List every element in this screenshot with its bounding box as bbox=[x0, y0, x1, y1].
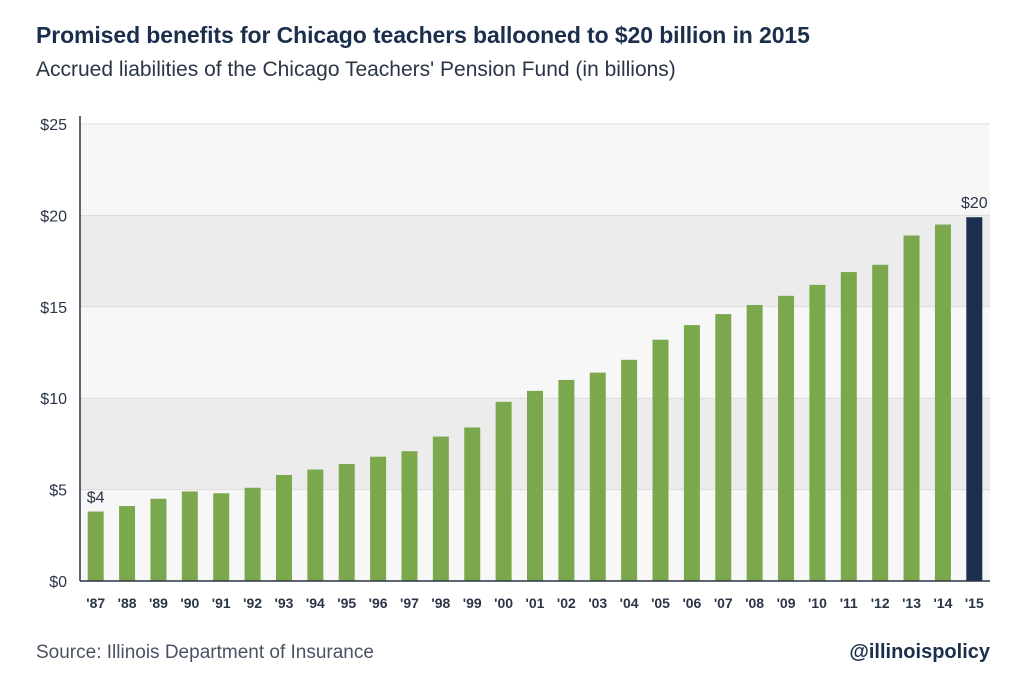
axes bbox=[79, 116, 990, 582]
bar bbox=[307, 469, 324, 581]
x-tick-labels: '87 '88 '89 '90 '91 '92 '93 '94 '95 '96 '97 '98 '99 '… bbox=[86, 595, 984, 611]
x-tick-label: '88 bbox=[118, 595, 137, 611]
x-tick-label: '13 bbox=[902, 595, 921, 611]
y-tick-labels: $0 $5 $10 $15 $20 $25 bbox=[40, 117, 67, 591]
y-tick-label: $25 bbox=[40, 117, 67, 134]
x-tick-label: '98 bbox=[431, 595, 450, 611]
bar bbox=[809, 284, 826, 581]
bar bbox=[432, 436, 449, 581]
x-tick-label: '12 bbox=[871, 595, 890, 611]
bar bbox=[715, 314, 732, 581]
bar bbox=[683, 325, 700, 581]
x-tick-label: '87 bbox=[86, 595, 105, 611]
bar bbox=[527, 390, 543, 581]
bar bbox=[213, 493, 230, 581]
chart-subtitle: Accrued liabilities of the Chicago Teach… bbox=[36, 58, 676, 81]
x-tick-label: '15 bbox=[965, 595, 984, 611]
data-labels: $4 $20 bbox=[87, 195, 988, 506]
x-tick-label: '01 bbox=[526, 595, 545, 611]
bar bbox=[966, 217, 983, 581]
data-label: $4 bbox=[87, 490, 105, 507]
background-band bbox=[80, 124, 990, 216]
background-bands bbox=[80, 124, 990, 581]
y-tick-label: $15 bbox=[40, 300, 67, 317]
x-tick-label: '95 bbox=[337, 595, 356, 611]
bar bbox=[401, 451, 418, 581]
y-tick-label: $5 bbox=[49, 483, 67, 500]
bar bbox=[934, 224, 951, 582]
social-handle: @illinoispolicy bbox=[849, 641, 990, 663]
x-tick-label: '06 bbox=[682, 595, 701, 611]
bar bbox=[464, 427, 481, 581]
x-tick-label: '99 bbox=[463, 595, 482, 611]
x-tick-label: '05 bbox=[651, 595, 670, 611]
bar bbox=[244, 487, 261, 581]
x-tick-label: '02 bbox=[557, 595, 576, 611]
x-tick-label: '92 bbox=[243, 595, 262, 611]
data-label: $20 bbox=[961, 195, 988, 212]
background-band bbox=[80, 215, 990, 307]
bar bbox=[840, 272, 857, 581]
bar bbox=[370, 456, 387, 581]
background-band bbox=[80, 306, 990, 399]
bar bbox=[495, 401, 512, 581]
bar bbox=[746, 304, 763, 581]
x-tick-label: '91 bbox=[212, 595, 231, 611]
bar bbox=[338, 464, 355, 581]
bar bbox=[119, 506, 136, 581]
x-tick-label: '94 bbox=[306, 595, 325, 611]
x-tick-label: '03 bbox=[588, 595, 607, 611]
x-tick-label: '00 bbox=[494, 595, 513, 611]
x-tick-label: '93 bbox=[275, 595, 294, 611]
bar bbox=[275, 474, 292, 581]
x-tick-label: '97 bbox=[400, 595, 419, 611]
bar bbox=[589, 372, 606, 581]
source-note: Source: Illinois Department of Insurance bbox=[36, 642, 374, 663]
x-tick-label: '08 bbox=[745, 595, 764, 611]
x-tick-label: '90 bbox=[180, 595, 199, 611]
bar bbox=[778, 295, 795, 581]
y-tick-label: $0 bbox=[49, 574, 67, 591]
bar bbox=[652, 339, 669, 581]
bar bbox=[903, 235, 920, 581]
bar bbox=[87, 511, 104, 581]
bars bbox=[87, 217, 983, 582]
bar bbox=[181, 491, 198, 581]
y-tick-label: $20 bbox=[40, 208, 67, 225]
x-tick-label: '07 bbox=[714, 595, 733, 611]
x-tick-label: '96 bbox=[369, 595, 388, 611]
x-tick-label: '09 bbox=[777, 595, 796, 611]
bar bbox=[621, 359, 638, 581]
x-tick-label: '10 bbox=[808, 595, 827, 611]
y-tick-label: $10 bbox=[40, 391, 67, 408]
x-tick-label: '14 bbox=[933, 595, 952, 611]
x-tick-label: '11 bbox=[840, 595, 858, 611]
x-tick-label: '04 bbox=[620, 595, 639, 611]
x-tick-label: '89 bbox=[149, 595, 168, 611]
bar bbox=[872, 264, 889, 581]
bar bbox=[558, 379, 575, 581]
bar bbox=[150, 498, 167, 581]
chart-title: Promised benefits for Chicago teachers b… bbox=[36, 22, 810, 48]
